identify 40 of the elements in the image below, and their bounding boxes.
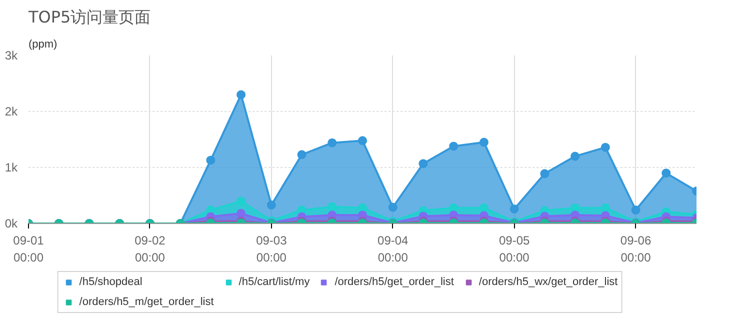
- legend-label: /orders/h5_wx/get_order_list: [478, 276, 618, 288]
- point: [388, 202, 398, 212]
- legend-label: /orders/h5/get_order_list: [334, 276, 454, 288]
- point: [631, 206, 640, 215]
- point: [236, 196, 246, 206]
- point: [266, 200, 276, 210]
- x-tick-label: 09-05 00:00: [498, 234, 530, 264]
- point: [206, 156, 216, 165]
- point: [600, 203, 610, 212]
- point: [479, 138, 488, 147]
- chart-title: TOP5访问量页面: [28, 8, 151, 26]
- point: [236, 208, 246, 218]
- point: [540, 169, 550, 178]
- legend-label: /h5/shopdeal: [79, 276, 142, 288]
- y-tick-label: 0k: [4, 216, 18, 230]
- point: [600, 142, 610, 152]
- x-tick-label: 09-06 00:00: [620, 234, 652, 264]
- point: [570, 152, 580, 161]
- point: [570, 203, 580, 212]
- y-tick-label: 3k: [4, 48, 18, 62]
- point: [449, 142, 458, 151]
- point: [297, 150, 306, 160]
- y-tick-label: 1k: [4, 160, 18, 174]
- legend-label: /h5/cart/list/my: [238, 276, 310, 288]
- point: [328, 138, 337, 148]
- point: [358, 136, 367, 146]
- legend-label: /orders/h5_m/get_order_list: [79, 296, 214, 308]
- point: [662, 168, 671, 178]
- point: [358, 203, 367, 212]
- y-axis-title: (ppm): [28, 38, 58, 50]
- x-tick-label: 09-03 00:00: [256, 234, 288, 264]
- x-tick-label: 09-01 00:00: [13, 234, 44, 264]
- point: [328, 202, 337, 212]
- point: [479, 203, 488, 212]
- point: [418, 159, 428, 168]
- point: [449, 203, 458, 212]
- x-tick-label: 09-02 00:00: [134, 234, 166, 264]
- y-tick-label: 2k: [4, 104, 18, 118]
- point: [236, 90, 246, 100]
- x-tick-label: 09-04 00:00: [378, 234, 409, 264]
